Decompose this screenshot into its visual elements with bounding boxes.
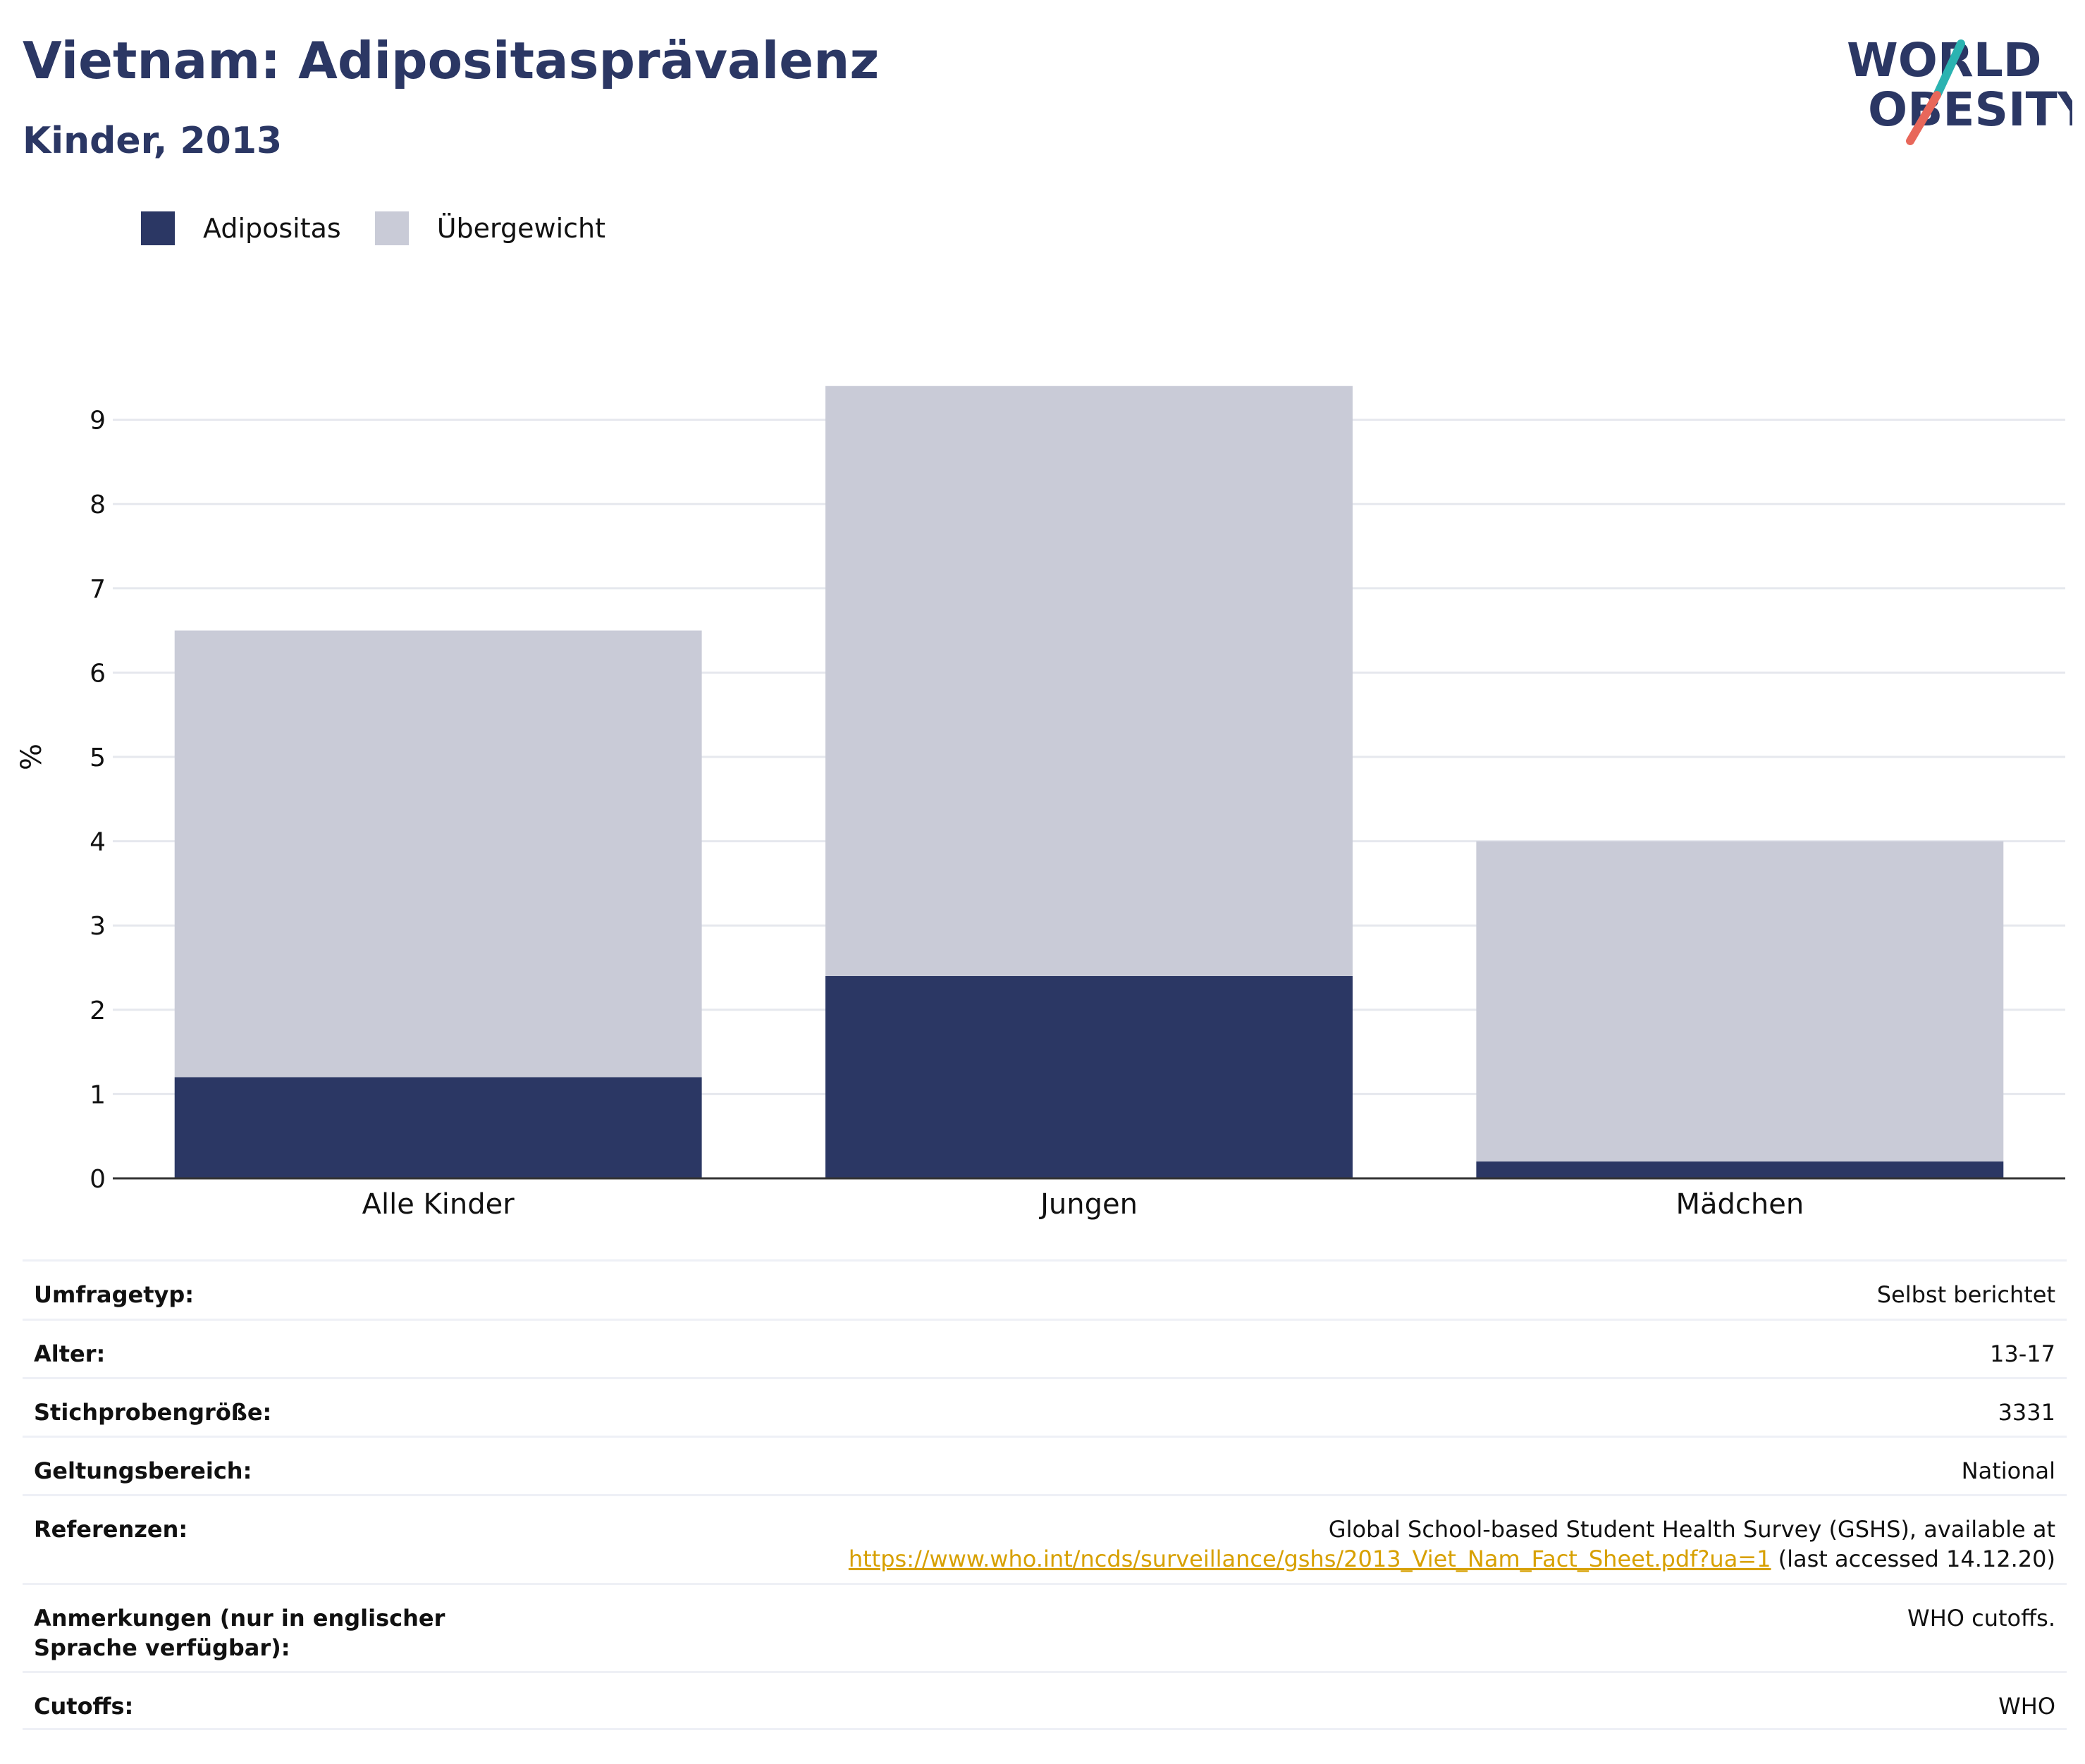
y-tick-label: 4: [90, 828, 106, 857]
y-tick-label: 0: [90, 1165, 106, 1194]
info-row-umfragetyp: Umfragetyp: Selbst berichtet: [23, 1259, 2067, 1319]
world-obesity-logo: WORLD OBESITY: [1847, 33, 2072, 145]
x-tick-label: Jungen: [1038, 1188, 1138, 1221]
info-row-cutoffs: Cutoffs: WHO: [23, 1671, 2067, 1730]
info-key: Cutoffs:: [34, 1693, 134, 1720]
legend-swatch-adipositas: [141, 211, 175, 245]
info-row-stichprobe: Stichprobengröße: 3331: [23, 1377, 2067, 1436]
y-tick-label: 9: [90, 407, 106, 436]
bar-adipositas: [174, 1077, 702, 1178]
info-row-anmerkungen: Anmerkungen (nur in englischer Sprache v…: [23, 1583, 2067, 1671]
info-key: Referenzen:: [34, 1516, 188, 1543]
y-axis-label: %: [16, 744, 48, 770]
y-tick-label: 8: [90, 491, 106, 519]
info-value: Selbst berichtet: [1876, 1281, 2055, 1308]
bar-uebergewicht: [1476, 841, 2004, 1162]
y-tick-label: 5: [90, 744, 106, 772]
page-title: Vietnam: Adipositasprävalenz: [23, 31, 880, 90]
info-row-referenzen: Referenzen: Global School-based Student …: [23, 1494, 2067, 1583]
reference-link[interactable]: https://www.who.int/ncds/surveillance/gs…: [848, 1546, 1771, 1572]
info-key: Umfragetyp:: [34, 1281, 195, 1308]
reference-suffix: (last accessed 14.12.20): [1771, 1546, 2055, 1572]
bar-uebergewicht: [174, 630, 702, 1078]
bar-adipositas: [825, 975, 1353, 1178]
info-value: Global School-based Student Health Surve…: [849, 1515, 2055, 1574]
info-key: Anmerkungen (nur in englischer Sprache v…: [34, 1605, 445, 1661]
info-value: 13-17: [1990, 1340, 2055, 1367]
info-key: Alter:: [34, 1340, 106, 1367]
info-row-geltungsbereich: Geltungsbereich: National: [23, 1436, 2067, 1494]
x-tick-label: Alle Kinder: [362, 1188, 515, 1221]
x-tick-label: Mädchen: [1675, 1188, 1804, 1221]
y-tick-label: 1: [90, 1080, 106, 1109]
logo-line2: OBESITY: [1868, 82, 2072, 137]
info-row-alter: Alter: 13-17: [23, 1319, 2067, 1377]
info-value: WHO: [1998, 1693, 2055, 1720]
chart-legend: Adipositas Übergewicht: [141, 209, 639, 248]
bar-uebergewicht: [825, 386, 1353, 976]
y-tick-label: 2: [90, 997, 106, 1025]
logo-slash-top: [1933, 39, 1965, 99]
bar-adipositas: [1476, 1161, 2004, 1178]
info-value: 3331: [1998, 1399, 2055, 1426]
legend-item-adipositas[interactable]: Adipositas: [141, 211, 341, 245]
legend-swatch-uebergewicht: [374, 211, 409, 245]
survey-info-table: Umfragetyp: Selbst berichtet Alter: 13-1…: [23, 1259, 2067, 1730]
info-key: Geltungsbereich:: [34, 1457, 252, 1484]
info-value: WHO cutoffs.: [1907, 1605, 2055, 1632]
logo-slash-bottom: [1906, 91, 1941, 145]
info-key: Stichprobengröße:: [34, 1399, 272, 1426]
legend-label-uebergewicht: Übergewicht: [436, 213, 605, 244]
y-tick-label: 6: [90, 659, 106, 688]
reference-text: Global School-based Student Health Surve…: [1328, 1516, 2055, 1543]
legend-item-uebergewicht[interactable]: Übergewicht: [374, 211, 605, 245]
y-tick-label: 3: [90, 912, 106, 941]
y-tick-label: 7: [90, 575, 106, 604]
info-value: National: [1961, 1457, 2055, 1484]
page-subtitle: Kinder, 2013: [23, 120, 283, 162]
legend-label-adipositas: Adipositas: [203, 213, 341, 244]
bar-chart: 0 1 2 3 4 5 6 7 8 9% Alle Kinder Jungen Mädchen: [16, 386, 2065, 1221]
